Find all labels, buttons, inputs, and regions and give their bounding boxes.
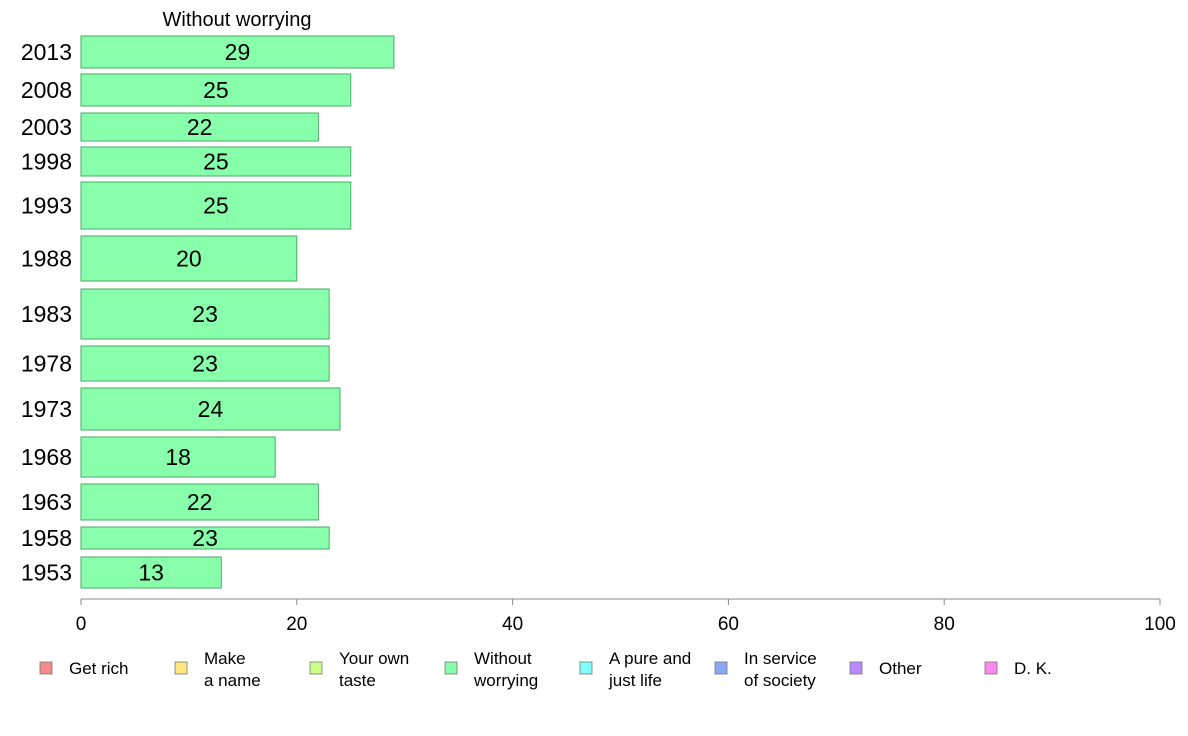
legend-label: Your own taste: [339, 649, 409, 690]
bar: [80, 556, 222, 589]
category-label: 1963: [21, 489, 72, 515]
category-label: 1973: [21, 396, 72, 422]
legend-label-line: Make: [204, 649, 246, 668]
legend-item: Your own taste: [309, 649, 409, 690]
bar-value-label: 22: [187, 114, 213, 140]
legend-item: Get rich: [39, 659, 129, 678]
category-label: 1993: [21, 193, 72, 219]
x-tick-label: 100: [1144, 614, 1176, 635]
bar: [80, 35, 395, 69]
category-label: 1978: [21, 351, 72, 377]
category-label: 1983: [21, 301, 72, 327]
x-tick-label: 60: [718, 614, 739, 635]
category-label: 1953: [21, 560, 72, 586]
category-label: 1968: [21, 444, 72, 470]
legend-item: Make a name: [174, 649, 261, 690]
bar-value-label: 25: [203, 77, 229, 103]
legend-label-line: worrying: [473, 671, 538, 690]
bar-value-label: 23: [192, 525, 218, 551]
category-label: 1998: [21, 149, 72, 175]
legend-swatch: [714, 661, 728, 675]
legend-swatch: [849, 661, 863, 675]
legend-swatch: [39, 661, 53, 675]
bar: [80, 73, 352, 107]
bar-value-label: 25: [203, 149, 229, 175]
bar-value-label: 22: [187, 489, 213, 515]
legend-label: Other: [879, 659, 922, 678]
bar-value-label: 25: [203, 193, 229, 219]
legend-swatch: [309, 661, 323, 675]
category-label: 2003: [21, 114, 72, 140]
bar: [80, 345, 330, 382]
bar-value-label: 23: [192, 351, 218, 377]
legend-label: Make a name: [204, 649, 261, 690]
x-tick-label: 0: [76, 614, 87, 635]
legend-label-line: Your own: [339, 649, 409, 668]
legend-label-line: taste: [339, 671, 376, 690]
category-label: 2013: [21, 39, 72, 65]
legend-item: A pure and just life: [579, 649, 691, 690]
legend-swatch: [174, 661, 188, 675]
bar-value-label: 18: [165, 444, 191, 470]
legend-swatch: [444, 661, 458, 675]
legend-item: Without worrying: [444, 649, 538, 690]
legend-label-line: A pure and: [609, 649, 691, 668]
legend-label: A pure and just life: [608, 649, 691, 690]
bar: [80, 526, 330, 550]
bar: [80, 483, 319, 521]
category-label: 1958: [21, 525, 72, 551]
legend-label: Without worrying: [473, 649, 538, 690]
legend-item: D. K.: [984, 659, 1052, 678]
legend-label: Get rich: [69, 659, 129, 678]
legend-item: Other: [849, 659, 922, 678]
legend-swatch: [984, 661, 998, 675]
bar: [80, 436, 276, 478]
bar: [80, 235, 298, 282]
bar: [80, 288, 330, 340]
chart-title: Without worrying: [163, 9, 312, 31]
category-label: 2008: [21, 77, 72, 103]
bar: [80, 112, 319, 142]
legend-label-line: Without: [474, 649, 532, 668]
legend-label-line: In service: [744, 649, 817, 668]
bar-value-label: 13: [138, 560, 164, 586]
bar-value-label: 29: [225, 39, 251, 65]
category-label: 1988: [21, 246, 72, 272]
legend-label-line: of society: [744, 671, 816, 690]
bar-value-label: 23: [192, 301, 218, 327]
x-axis: 0 20 40 60 80 100: [76, 598, 1176, 635]
bar: [80, 146, 352, 177]
bar: [80, 181, 352, 230]
bar-value-label: 24: [198, 396, 224, 422]
bars-group: 2013 29 2008 25 2003 22 1998 25 1993 25 1988 20 1983…: [21, 35, 395, 589]
legend-swatch: [579, 661, 593, 675]
x-tick-label: 80: [934, 614, 955, 635]
legend-label: In service of society: [744, 649, 817, 690]
x-tick-label: 40: [502, 614, 523, 635]
legend: Get rich Make a name Your own taste Without wo…: [39, 649, 1052, 690]
legend-label-line: a name: [204, 671, 261, 690]
legend-item: In service of society: [714, 649, 817, 690]
legend-label: D. K.: [1014, 659, 1052, 678]
bar: [80, 387, 341, 431]
legend-label-line: just life: [608, 671, 662, 690]
x-tick-label: 20: [286, 614, 307, 635]
bar-value-label: 20: [176, 246, 202, 272]
